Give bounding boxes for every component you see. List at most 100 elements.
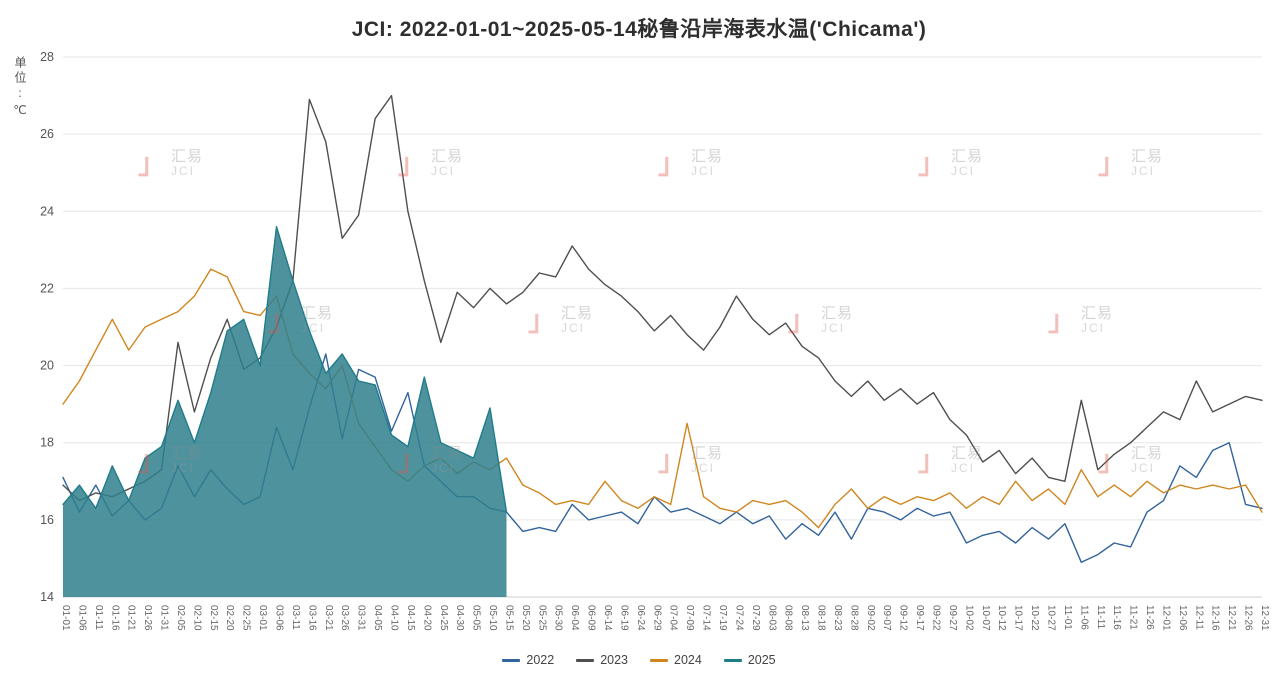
x-tick-label: 10-12 [996,605,1007,631]
legend-label: 2022 [526,653,555,667]
y-tick-label: 18 [40,436,54,450]
x-tick-label: 04-05 [372,605,383,631]
x-tick-label: 04-30 [454,605,465,631]
x-tick-label: 12-01 [1161,605,1172,631]
legend-swatch [650,658,668,662]
x-tick-label: 09-02 [865,605,876,631]
legend-item-2023[interactable]: 2023 [576,653,628,667]
x-tick-label: 03-11 [290,605,301,630]
x-tick-label: 01-21 [126,605,137,631]
x-tick-label: 12-16 [1210,605,1221,631]
legend-label: 2024 [674,653,702,667]
series-line-2024 [62,268,1263,529]
x-tick-label: 03-01 [257,605,268,631]
x-tick-label: 06-09 [586,605,597,631]
chart-title: JCI: 2022-01-01~2025-05-14秘鲁沿岸海表水温('Chic… [351,18,927,41]
series-area-2025 [63,226,507,597]
x-tick-label: 03-31 [356,605,367,631]
x-tick-label: 06-14 [602,605,613,631]
x-tick-label: 11-16 [1111,605,1122,630]
legend-swatch [576,658,595,662]
x-tick-label: 01-11 [93,605,104,630]
x-tick-label: 04-15 [405,605,416,631]
x-tick-label: 12-21 [1226,605,1237,631]
legend-item-2022[interactable]: 2022 [502,653,554,667]
legend-label: 2023 [600,653,628,667]
x-tick-label: 01-01 [60,605,71,631]
x-tick-label: 10-02 [963,605,974,631]
x-tick-label: 05-10 [487,605,498,631]
x-tick-label: 12-06 [1177,605,1188,631]
legend: 2022 2023 2024 2025 [0,653,1278,667]
x-tick-label: 01-16 [109,605,120,631]
x-tick-label: 07-09 [684,605,695,631]
legend-item-2025[interactable]: 2025 [723,653,776,667]
x-tick-label: 07-19 [717,605,728,631]
x-tick-label: 09-17 [914,605,925,631]
x-tick-label: 11-06 [1078,605,1089,630]
series-line-2025 [62,225,508,513]
x-tick-label: 11-21 [1128,605,1139,630]
x-tick-label: 06-19 [618,605,629,631]
x-tick-label: 06-29 [651,605,662,631]
y-axis-unit-label: 单位:℃ [13,56,27,120]
x-tick-label: 12-26 [1243,605,1254,631]
x-tick-label: 02-15 [208,605,219,631]
x-tick-label: 04-25 [438,605,449,631]
legend-label: 2025 [747,653,776,667]
x-tick-label: 10-07 [980,605,991,631]
x-tick-label: 09-27 [947,605,958,631]
x-tick-label: 10-17 [1013,605,1024,631]
x-tick-label: 05-20 [520,605,531,631]
x-tick-label: 03-21 [323,605,334,631]
x-tick-label: 05-15 [504,605,515,631]
y-tick-label: 20 [40,359,54,373]
x-tick-label: 10-27 [1046,605,1057,631]
x-tick-label: 10-22 [1029,605,1040,631]
x-tick-label: 08-18 [816,605,827,631]
x-tick-label: 01-31 [159,605,170,631]
x-tick-label: 02-10 [191,605,202,631]
x-tick-label: 11-26 [1144,605,1155,630]
x-tick-label: 09-22 [931,605,942,631]
y-tick-label: 14 [40,590,54,604]
x-tick-label: 08-13 [799,605,810,631]
y-tick-label: 26 [40,127,54,141]
x-tick-label: 12-31 [1259,605,1270,631]
x-tick-label: 07-04 [668,605,679,631]
y-tick-label: 22 [40,281,54,295]
x-tick-label: 08-08 [783,605,794,631]
x-tick-label: 08-03 [766,605,777,631]
x-tick-label: 03-16 [306,605,317,631]
y-tick-label: 24 [40,204,54,218]
x-tick-label: 05-25 [536,605,547,631]
x-tick-label: 03-06 [274,605,285,631]
x-tick-label: 08-23 [832,605,843,631]
x-tick-label: 09-07 [881,605,892,631]
x-tick-label: 12-11 [1193,605,1204,630]
x-tick-label: 09-12 [898,605,909,631]
x-tick-label: 07-29 [750,605,761,631]
x-tick-label: 06-24 [635,605,646,631]
x-tick-label: 02-20 [224,605,235,631]
x-tick-label: 11-11 [1095,605,1106,630]
y-tick-label: 28 [40,50,54,64]
x-tick-label: 05-05 [471,605,482,631]
x-tick-label: 06-04 [569,605,580,631]
x-tick-label: 01-26 [142,605,153,631]
x-tick-label: 01-06 [76,605,87,631]
x-tick-label: 08-28 [848,605,859,631]
x-tick-label: 04-20 [421,605,432,631]
x-tick-label: 07-14 [701,605,712,631]
legend-swatch [502,658,521,662]
x-tick-label: 07-24 [733,605,744,631]
x-tick-label: 03-26 [339,605,350,631]
x-tick-label: 02-05 [175,605,186,631]
x-tick-label: 04-10 [389,605,400,631]
x-tick-label: 02-25 [241,605,252,631]
y-tick-label: 16 [40,513,54,527]
legend-item-2024[interactable]: 2024 [650,653,702,667]
x-tick-label: 11-01 [1062,605,1073,630]
